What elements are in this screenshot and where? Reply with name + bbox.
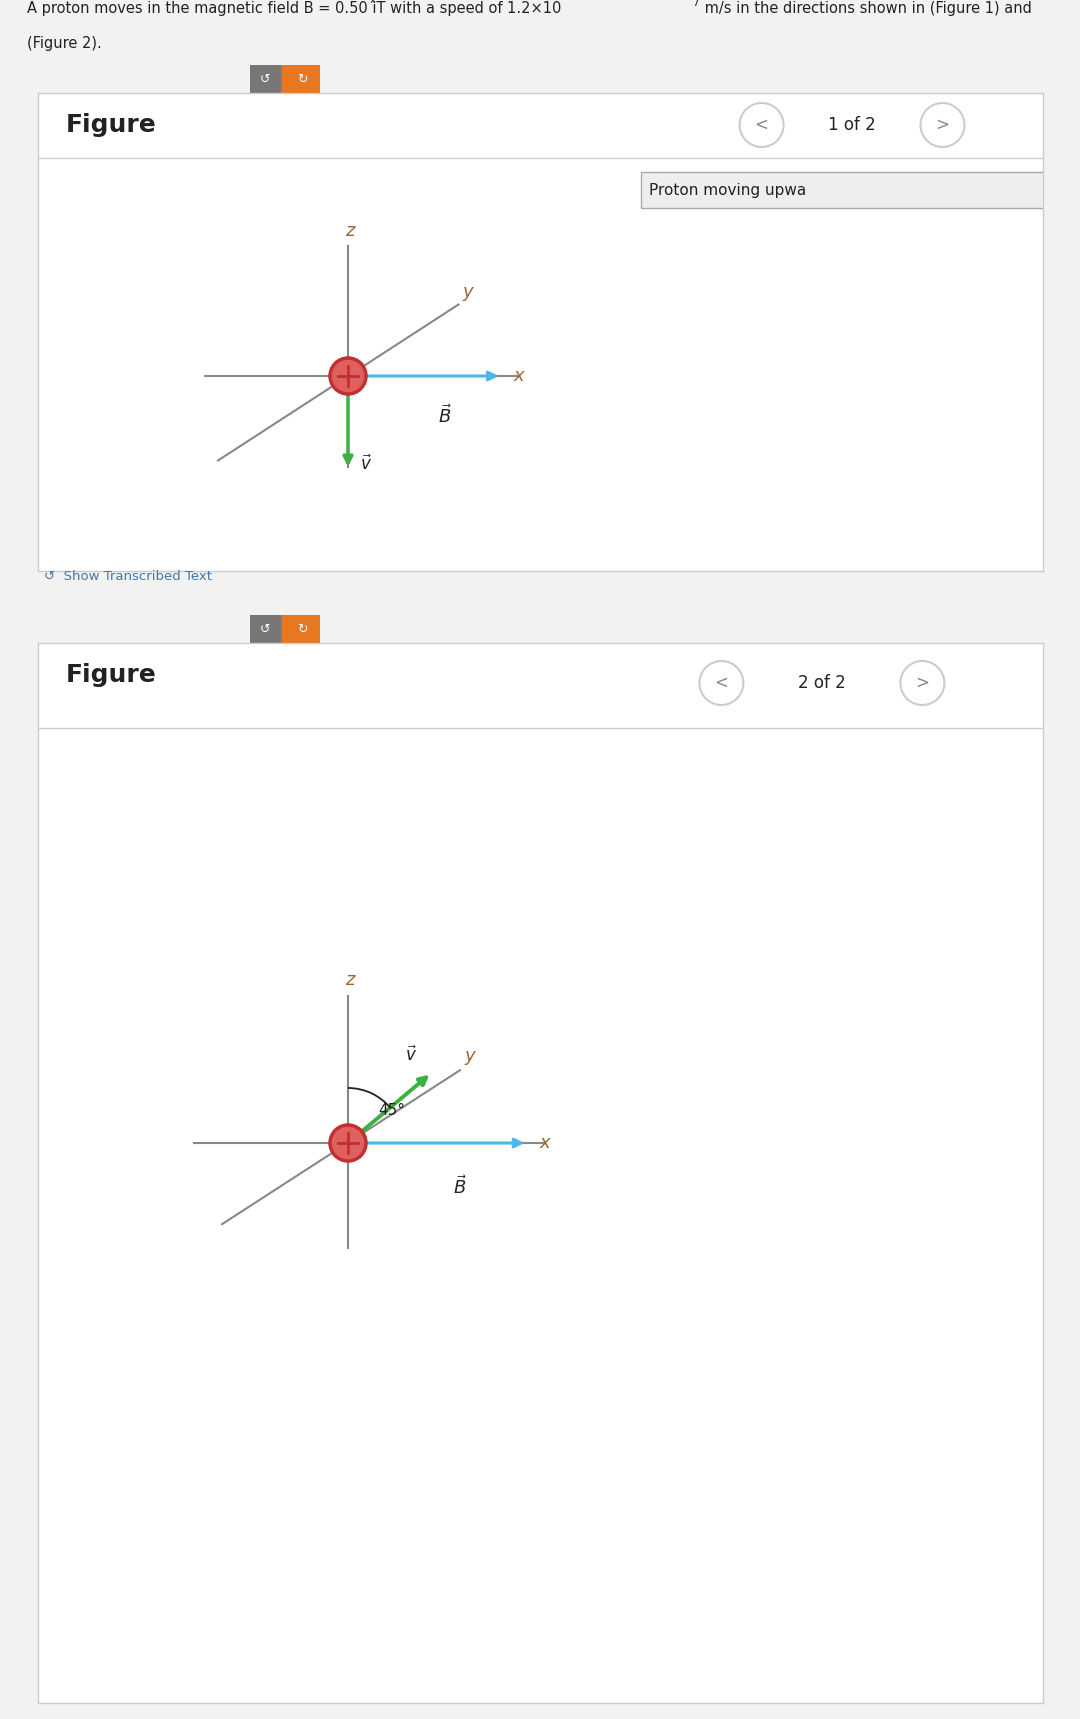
Text: 45°: 45° xyxy=(378,1104,405,1117)
Text: m/s in the directions shown in (Figure 1) and: m/s in the directions shown in (Figure 1… xyxy=(700,2,1031,15)
Text: ↺: ↺ xyxy=(260,622,271,636)
Text: $\vec{v}$: $\vec{v}$ xyxy=(405,1045,417,1064)
Text: $\vec{B}$: $\vec{B}$ xyxy=(438,404,453,426)
Text: $\vec{B}$: $\vec{B}$ xyxy=(453,1176,467,1198)
Text: 1 of 2: 1 of 2 xyxy=(828,115,876,134)
FancyBboxPatch shape xyxy=(246,64,284,95)
Text: Proton moving upwa: Proton moving upwa xyxy=(649,182,807,198)
Text: y: y xyxy=(462,282,473,301)
Text: <: < xyxy=(714,674,728,693)
Text: ↻: ↻ xyxy=(297,622,308,636)
Text: >: > xyxy=(916,674,930,693)
Text: z: z xyxy=(346,222,354,239)
Text: Figure: Figure xyxy=(66,113,157,138)
FancyBboxPatch shape xyxy=(282,614,324,645)
FancyBboxPatch shape xyxy=(642,172,1048,208)
Text: ↺  Show Transcribed Text: ↺ Show Transcribed Text xyxy=(44,569,212,583)
FancyBboxPatch shape xyxy=(246,614,284,645)
Text: z: z xyxy=(346,971,354,988)
Circle shape xyxy=(330,358,366,394)
Text: ↺: ↺ xyxy=(260,72,271,86)
Text: $\vec{v}$: $\vec{v}$ xyxy=(360,454,372,474)
Circle shape xyxy=(330,1124,366,1160)
Text: <: < xyxy=(755,115,769,134)
FancyBboxPatch shape xyxy=(282,64,324,95)
Text: A proton moves in the magnetic field B = 0.50 îT with a speed of 1.2×10: A proton moves in the magnetic field B =… xyxy=(27,0,562,15)
Text: x: x xyxy=(513,366,524,385)
Text: x: x xyxy=(539,1135,550,1152)
Text: >: > xyxy=(935,115,949,134)
Text: 7: 7 xyxy=(692,0,699,7)
Text: y: y xyxy=(464,1047,475,1064)
Text: Figure: Figure xyxy=(66,664,157,688)
Text: (Figure 2).: (Figure 2). xyxy=(27,36,102,52)
Text: 2 of 2: 2 of 2 xyxy=(798,674,846,693)
Text: ↻: ↻ xyxy=(297,72,308,86)
